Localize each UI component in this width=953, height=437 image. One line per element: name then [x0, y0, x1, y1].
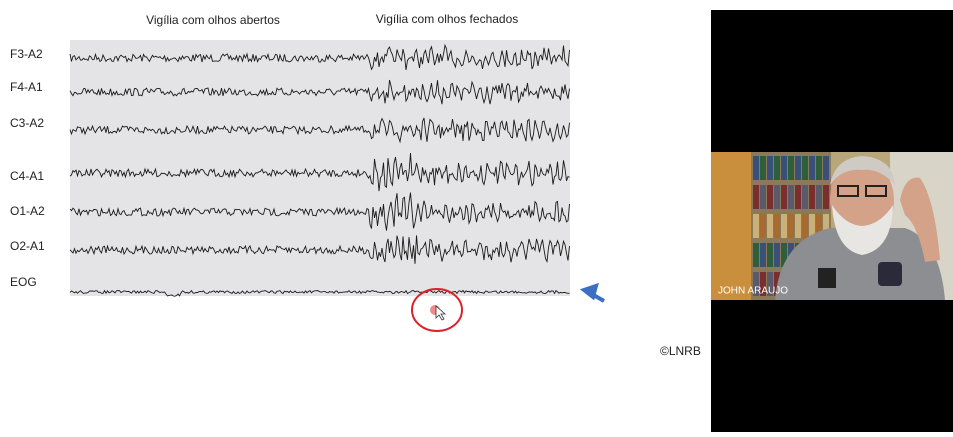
book: [816, 156, 822, 180]
heading: Vigília com olhos fechados: [376, 12, 519, 26]
book: [809, 185, 815, 209]
logo: [878, 262, 902, 286]
heading: Vigília com olhos abertos: [146, 13, 280, 27]
video-feed: JOHN ARAUJO: [711, 152, 953, 300]
page: Vigília com olhos abertos Vigília com ol…: [0, 0, 953, 432]
book: [767, 243, 773, 267]
book: [767, 185, 773, 209]
channel-label: F4-A1: [10, 80, 43, 94]
book: [774, 214, 780, 238]
channel-label: F3-A2: [10, 47, 43, 61]
logo: [818, 268, 836, 288]
book: [816, 185, 822, 209]
book: [760, 156, 766, 180]
book: [781, 156, 787, 180]
book: [802, 185, 808, 209]
book: [753, 156, 759, 180]
channel-label: EOG: [10, 275, 37, 289]
shelf: [711, 152, 751, 300]
book: [823, 156, 829, 180]
book: [788, 214, 794, 238]
book: [760, 243, 766, 267]
book: [774, 243, 780, 267]
channel-label: O2-A1: [10, 239, 45, 253]
book: [802, 156, 808, 180]
book: [753, 185, 759, 209]
channel-label: C3-A2: [10, 116, 44, 130]
channel-label: O1-A2: [10, 204, 45, 218]
book: [753, 243, 759, 267]
book: [760, 185, 766, 209]
book: [781, 185, 787, 209]
book: [753, 214, 759, 238]
book: [809, 156, 815, 180]
credit: ©LNRB: [660, 344, 701, 358]
book: [767, 156, 773, 180]
book: [774, 185, 780, 209]
book: [781, 214, 787, 238]
book: [788, 156, 794, 180]
book: [774, 156, 780, 180]
book: [767, 214, 773, 238]
screen: Vigília com olhos abertos Vigília com ol…: [0, 0, 953, 432]
book: [788, 185, 794, 209]
book: [760, 214, 766, 238]
channel-label: C4-A1: [10, 169, 44, 183]
book: [795, 156, 801, 180]
book: [802, 214, 808, 238]
book: [795, 185, 801, 209]
book: [795, 214, 801, 238]
participant-name: JOHN ARAUJO: [718, 286, 788, 297]
book: [823, 185, 829, 209]
